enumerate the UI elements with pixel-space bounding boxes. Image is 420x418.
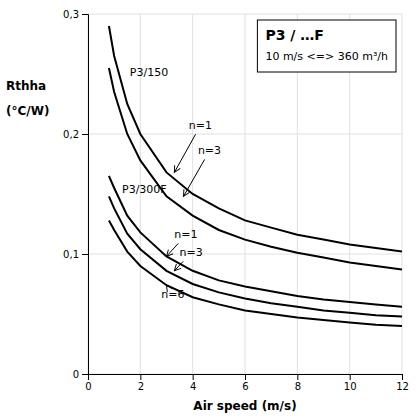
x-tick-mark (297, 374, 298, 380)
grid (88, 14, 402, 374)
line (109, 68, 402, 270)
annotation-text: P3/300F (122, 183, 167, 196)
line (109, 26, 402, 252)
y-tick-mark (82, 14, 88, 15)
grid-line-y (88, 134, 402, 135)
y-tick: 0 (73, 369, 88, 380)
x-tick-label: 0 (85, 381, 91, 392)
x-tick: 8 (295, 374, 301, 392)
annotations: P3/150 P3/300F n=1 n=3 n=1 n=3 n=6 (122, 66, 221, 301)
x-axis-line (89, 375, 403, 381)
x-axis: 0 2 4 6 8 10 12 (85, 374, 409, 392)
annotation-text: P3/150 (130, 66, 168, 79)
y-tick-label: 0,1 (63, 249, 79, 260)
y-tick: 0,2 (63, 129, 88, 140)
annotation-text: n=3 (198, 144, 221, 157)
subtitle: 10 m/s <=> 360 m³/h (265, 50, 388, 63)
grid-line-x (245, 14, 246, 374)
x-tick-mark (402, 374, 403, 380)
y-tick: 0,3 (63, 9, 88, 20)
x-tick: 6 (242, 374, 248, 392)
y-axis-label: Rthha (6, 79, 46, 93)
x-tick-label: 12 (396, 381, 409, 392)
line (109, 220, 402, 326)
grid-line-y (88, 14, 402, 15)
annotation-arrow (174, 261, 183, 270)
x-tick-mark (245, 374, 246, 380)
chart-container: 0 2 4 6 8 10 12 0 0,1 0,2 0,3 P3/150 P3/300F n=1 n=3 n=… (0, 0, 420, 418)
x-tick-label: 2 (138, 381, 144, 392)
title: P3 / …F (265, 27, 323, 43)
x-tick: 10 (344, 374, 357, 392)
annotation-text: n=1 (189, 119, 212, 132)
x-axis-label: Air speed (m/s) (193, 399, 296, 413)
y-axis-label: (°C/W) (6, 104, 49, 118)
title-box-frame (257, 20, 396, 72)
x-tick-label: 4 (190, 381, 196, 392)
x-tick-mark (193, 374, 194, 380)
x-tick: 2 (138, 374, 144, 392)
x-tick-label: 8 (295, 381, 301, 392)
y-tick-label: 0,3 (63, 9, 79, 20)
annotation-arrow (184, 159, 205, 196)
grid-line-x (402, 14, 403, 374)
y-tick-label: 0 (73, 369, 79, 380)
annotation-arrow (167, 243, 179, 256)
annotation-arrow (174, 134, 195, 172)
title-box: P3 / …F 10 m/s <=> 360 m³/h (257, 20, 396, 72)
y-tick-mark (82, 134, 88, 135)
grid-line-y (88, 254, 402, 255)
x-tick: 0 (85, 374, 91, 392)
x-tick-label: 10 (344, 381, 357, 392)
y-axis: 0 0,1 0,2 0,3 (63, 9, 88, 380)
line (109, 196, 402, 316)
x-tick-mark (350, 374, 351, 380)
chart-svg: 0 2 4 6 8 10 12 0 0,1 0,2 0,3 P3/150 P3/300F n=1 n=3 n=… (0, 0, 420, 418)
x-tick: 4 (190, 374, 196, 392)
x-tick: 12 (396, 374, 409, 392)
x-tick-mark (140, 374, 141, 380)
line (109, 176, 402, 307)
y-tick-mark (82, 374, 88, 375)
annotation-text: n=3 (180, 246, 203, 259)
y-tick: 0,1 (63, 249, 88, 260)
annotation-text: n=6 (161, 288, 184, 301)
annotation-arrow (166, 285, 168, 286)
x-tick-label: 6 (242, 381, 248, 392)
y-tick-label: 0,2 (63, 129, 79, 140)
y-axis-line (82, 15, 89, 375)
plot-area: 0 2 4 6 8 10 12 0 0,1 0,2 0,3 P3/150 P3/300F n=1 n=3 n=… (6, 9, 409, 413)
annotation-text: n=1 (174, 228, 197, 241)
y-tick-mark (82, 254, 88, 255)
